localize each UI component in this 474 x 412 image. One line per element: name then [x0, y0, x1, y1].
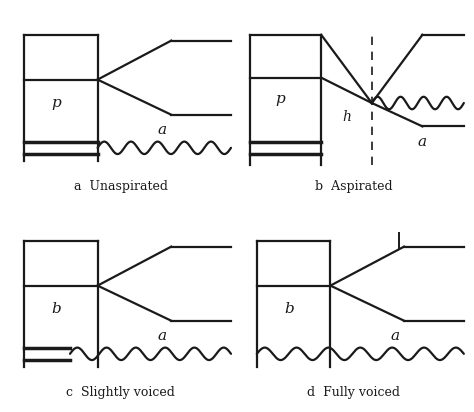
Text: p: p	[275, 92, 285, 106]
Text: c  Slightly voiced: c Slightly voiced	[66, 386, 175, 399]
Text: a: a	[390, 329, 400, 343]
Text: a: a	[157, 329, 166, 343]
Text: b: b	[284, 302, 294, 316]
Text: a: a	[418, 135, 427, 149]
Text: d  Fully voiced: d Fully voiced	[307, 386, 400, 399]
Text: b: b	[51, 302, 61, 316]
Text: b  Aspirated: b Aspirated	[315, 180, 392, 193]
Text: p: p	[51, 96, 61, 110]
Text: a  Unaspirated: a Unaspirated	[73, 180, 168, 193]
Text: a: a	[157, 123, 166, 137]
Text: h: h	[342, 110, 351, 124]
